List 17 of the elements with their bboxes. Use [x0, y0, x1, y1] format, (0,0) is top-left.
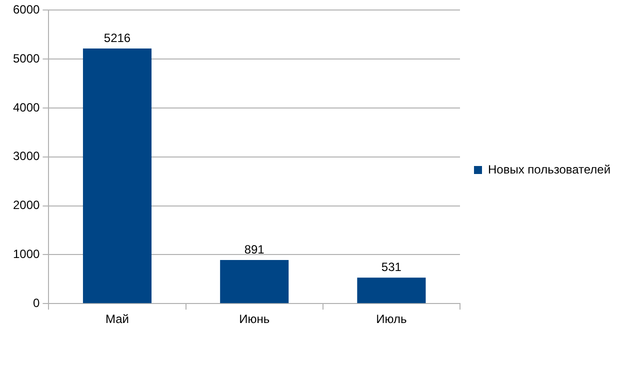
y-tick-label: 2000	[12, 198, 40, 212]
y-tick-label: 1000	[12, 247, 40, 262]
x-tick-label: Июнь	[239, 312, 270, 326]
y-tick-label: 6000	[12, 2, 40, 17]
y-tick-label: 4000	[12, 100, 40, 114]
y-tick-label: 0	[33, 296, 40, 310]
data-label: 5216	[104, 30, 131, 45]
x-tick-label: Май	[105, 312, 130, 326]
data-label: 891	[244, 242, 265, 256]
bar	[220, 260, 289, 304]
x-tick-label: Июль	[376, 312, 407, 326]
data-label: 531	[381, 260, 402, 274]
legend-label: Новых пользователей	[488, 162, 611, 176]
bar	[357, 278, 426, 304]
bar	[82, 48, 152, 304]
y-tick-label: 5000	[12, 51, 40, 66]
y-tick-label: 3000	[12, 149, 40, 164]
